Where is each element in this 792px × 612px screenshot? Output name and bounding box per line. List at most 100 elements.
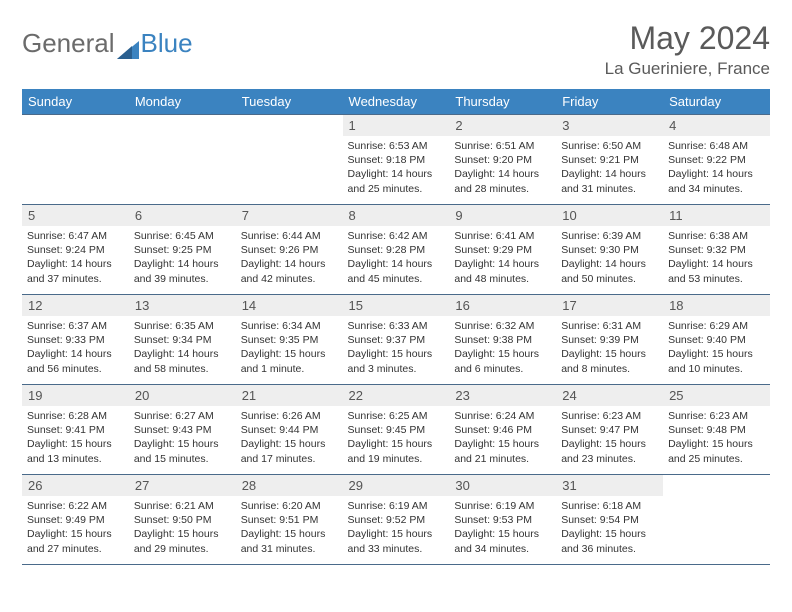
sunset-line: Sunset: 9:39 PM xyxy=(561,333,658,347)
day-cell: 19Sunrise: 6:28 AMSunset: 9:41 PMDayligh… xyxy=(22,385,129,475)
day-details: Sunrise: 6:35 AMSunset: 9:34 PMDaylight:… xyxy=(129,316,236,381)
sunrise-line: Sunrise: 6:23 AM xyxy=(561,409,658,423)
daylight-line: Daylight: 14 hours and 39 minutes. xyxy=(134,257,231,285)
day-cell: 13Sunrise: 6:35 AMSunset: 9:34 PMDayligh… xyxy=(129,295,236,385)
week-row: 1Sunrise: 6:53 AMSunset: 9:18 PMDaylight… xyxy=(22,115,770,205)
day-cell: 2Sunrise: 6:51 AMSunset: 9:20 PMDaylight… xyxy=(449,115,556,205)
day-number: 16 xyxy=(449,295,556,316)
day-details: Sunrise: 6:23 AMSunset: 9:47 PMDaylight:… xyxy=(556,406,663,471)
sunset-line: Sunset: 9:43 PM xyxy=(134,423,231,437)
day-details: Sunrise: 6:47 AMSunset: 9:24 PMDaylight:… xyxy=(22,226,129,291)
weekday-header: Saturday xyxy=(663,89,770,115)
day-details: Sunrise: 6:22 AMSunset: 9:49 PMDaylight:… xyxy=(22,496,129,561)
week-row: 26Sunrise: 6:22 AMSunset: 9:49 PMDayligh… xyxy=(22,475,770,565)
sunset-line: Sunset: 9:33 PM xyxy=(27,333,124,347)
sunrise-line: Sunrise: 6:34 AM xyxy=(241,319,338,333)
sunset-line: Sunset: 9:22 PM xyxy=(668,153,765,167)
sunrise-line: Sunrise: 6:19 AM xyxy=(454,499,551,513)
sunrise-line: Sunrise: 6:35 AM xyxy=(134,319,231,333)
sunset-line: Sunset: 9:53 PM xyxy=(454,513,551,527)
daylight-line: Daylight: 14 hours and 28 minutes. xyxy=(454,167,551,195)
day-number: 3 xyxy=(556,115,663,136)
day-number: 23 xyxy=(449,385,556,406)
day-number: 7 xyxy=(236,205,343,226)
day-cell: 31Sunrise: 6:18 AMSunset: 9:54 PMDayligh… xyxy=(556,475,663,565)
sunrise-line: Sunrise: 6:37 AM xyxy=(27,319,124,333)
day-details: Sunrise: 6:34 AMSunset: 9:35 PMDaylight:… xyxy=(236,316,343,381)
week-row: 19Sunrise: 6:28 AMSunset: 9:41 PMDayligh… xyxy=(22,385,770,475)
daylight-line: Daylight: 15 hours and 1 minute. xyxy=(241,347,338,375)
day-details: Sunrise: 6:26 AMSunset: 9:44 PMDaylight:… xyxy=(236,406,343,471)
day-cell xyxy=(236,115,343,205)
day-number: 8 xyxy=(343,205,450,226)
daylight-line: Daylight: 14 hours and 48 minutes. xyxy=(454,257,551,285)
sunset-line: Sunset: 9:32 PM xyxy=(668,243,765,257)
sunset-line: Sunset: 9:48 PM xyxy=(668,423,765,437)
sunrise-line: Sunrise: 6:47 AM xyxy=(27,229,124,243)
day-number: 2 xyxy=(449,115,556,136)
day-number: 5 xyxy=(22,205,129,226)
daylight-line: Daylight: 15 hours and 13 minutes. xyxy=(27,437,124,465)
month-title: May 2024 xyxy=(605,20,770,57)
header: General Blue May 2024 La Gueriniere, Fra… xyxy=(22,20,770,79)
day-details: Sunrise: 6:19 AMSunset: 9:53 PMDaylight:… xyxy=(449,496,556,561)
day-cell: 18Sunrise: 6:29 AMSunset: 9:40 PMDayligh… xyxy=(663,295,770,385)
day-number: 29 xyxy=(343,475,450,496)
day-details: Sunrise: 6:28 AMSunset: 9:41 PMDaylight:… xyxy=(22,406,129,471)
daylight-line: Daylight: 14 hours and 34 minutes. xyxy=(668,167,765,195)
daylight-line: Daylight: 14 hours and 31 minutes. xyxy=(561,167,658,195)
logo-text-1: General xyxy=(22,28,115,59)
day-details: Sunrise: 6:23 AMSunset: 9:48 PMDaylight:… xyxy=(663,406,770,471)
day-details: Sunrise: 6:50 AMSunset: 9:21 PMDaylight:… xyxy=(556,136,663,201)
day-number: 6 xyxy=(129,205,236,226)
day-cell: 6Sunrise: 6:45 AMSunset: 9:25 PMDaylight… xyxy=(129,205,236,295)
day-number: 22 xyxy=(343,385,450,406)
sunset-line: Sunset: 9:40 PM xyxy=(668,333,765,347)
sunset-line: Sunset: 9:47 PM xyxy=(561,423,658,437)
day-details: Sunrise: 6:25 AMSunset: 9:45 PMDaylight:… xyxy=(343,406,450,471)
day-details: Sunrise: 6:27 AMSunset: 9:43 PMDaylight:… xyxy=(129,406,236,471)
daylight-line: Daylight: 14 hours and 45 minutes. xyxy=(348,257,445,285)
day-details: Sunrise: 6:53 AMSunset: 9:18 PMDaylight:… xyxy=(343,136,450,201)
day-details: Sunrise: 6:19 AMSunset: 9:52 PMDaylight:… xyxy=(343,496,450,561)
day-number: 15 xyxy=(343,295,450,316)
day-cell: 30Sunrise: 6:19 AMSunset: 9:53 PMDayligh… xyxy=(449,475,556,565)
sunset-line: Sunset: 9:26 PM xyxy=(241,243,338,257)
daylight-line: Daylight: 15 hours and 3 minutes. xyxy=(348,347,445,375)
weekday-header: Thursday xyxy=(449,89,556,115)
sunrise-line: Sunrise: 6:33 AM xyxy=(348,319,445,333)
day-cell: 1Sunrise: 6:53 AMSunset: 9:18 PMDaylight… xyxy=(343,115,450,205)
day-number: 12 xyxy=(22,295,129,316)
calendar-head: SundayMondayTuesdayWednesdayThursdayFrid… xyxy=(22,89,770,115)
day-cell: 24Sunrise: 6:23 AMSunset: 9:47 PMDayligh… xyxy=(556,385,663,475)
daylight-line: Daylight: 15 hours and 10 minutes. xyxy=(668,347,765,375)
day-cell: 23Sunrise: 6:24 AMSunset: 9:46 PMDayligh… xyxy=(449,385,556,475)
sunrise-line: Sunrise: 6:20 AM xyxy=(241,499,338,513)
sunset-line: Sunset: 9:34 PM xyxy=(134,333,231,347)
day-details: Sunrise: 6:37 AMSunset: 9:33 PMDaylight:… xyxy=(22,316,129,381)
day-number: 1 xyxy=(343,115,450,136)
day-cell: 4Sunrise: 6:48 AMSunset: 9:22 PMDaylight… xyxy=(663,115,770,205)
sunset-line: Sunset: 9:44 PM xyxy=(241,423,338,437)
sunset-line: Sunset: 9:51 PM xyxy=(241,513,338,527)
sunset-line: Sunset: 9:35 PM xyxy=(241,333,338,347)
day-number: 20 xyxy=(129,385,236,406)
calendar-table: SundayMondayTuesdayWednesdayThursdayFrid… xyxy=(22,89,770,565)
logo-text-2: Blue xyxy=(141,28,193,59)
logo-sail-icon xyxy=(117,35,139,53)
day-details: Sunrise: 6:39 AMSunset: 9:30 PMDaylight:… xyxy=(556,226,663,291)
weekday-header: Friday xyxy=(556,89,663,115)
sunset-line: Sunset: 9:41 PM xyxy=(27,423,124,437)
logo: General Blue xyxy=(22,20,193,59)
day-cell: 7Sunrise: 6:44 AMSunset: 9:26 PMDaylight… xyxy=(236,205,343,295)
day-cell xyxy=(663,475,770,565)
weekday-header: Sunday xyxy=(22,89,129,115)
day-number: 9 xyxy=(449,205,556,226)
daylight-line: Daylight: 15 hours and 29 minutes. xyxy=(134,527,231,555)
sunset-line: Sunset: 9:54 PM xyxy=(561,513,658,527)
sunset-line: Sunset: 9:45 PM xyxy=(348,423,445,437)
sunrise-line: Sunrise: 6:22 AM xyxy=(27,499,124,513)
sunset-line: Sunset: 9:20 PM xyxy=(454,153,551,167)
daylight-line: Daylight: 14 hours and 53 minutes. xyxy=(668,257,765,285)
day-details: Sunrise: 6:41 AMSunset: 9:29 PMDaylight:… xyxy=(449,226,556,291)
